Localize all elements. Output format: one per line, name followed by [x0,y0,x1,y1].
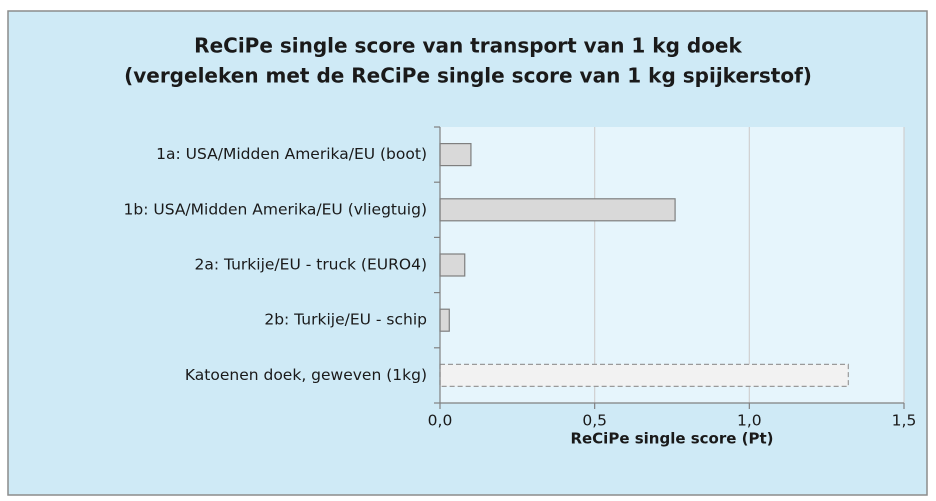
chart-title: ReCiPe single score van transport van 1 … [194,34,742,58]
y-tick-label: 1a: USA/Midden Amerika/EU (boot) [156,145,427,163]
bar [439,308,450,332]
bar [439,198,676,222]
x-tick-label: 1,0 [737,412,762,430]
x-tick-label: 1,5 [892,412,917,430]
plot-area [440,127,904,403]
y-tick-label: 2b: Turkije/EU - schip [264,311,427,329]
bar [439,143,472,167]
chart-subtitle: (vergeleken met de ReCiPe single score v… [124,64,812,88]
bar [439,363,849,387]
y-tick-label: 2a: Turkije/EU - truck (EURO4) [194,256,427,274]
x-tick-label: 0,0 [428,412,453,430]
y-tick-label: Katoenen doek, geweven (1kg) [185,366,427,384]
x-tick-label: 0,5 [582,412,607,430]
y-tick-label: 1b: USA/Midden Amerika/EU (vliegtuig) [124,200,428,218]
x-axis-label: ReCiPe single score (Pt) [570,430,773,448]
bar [439,253,466,277]
